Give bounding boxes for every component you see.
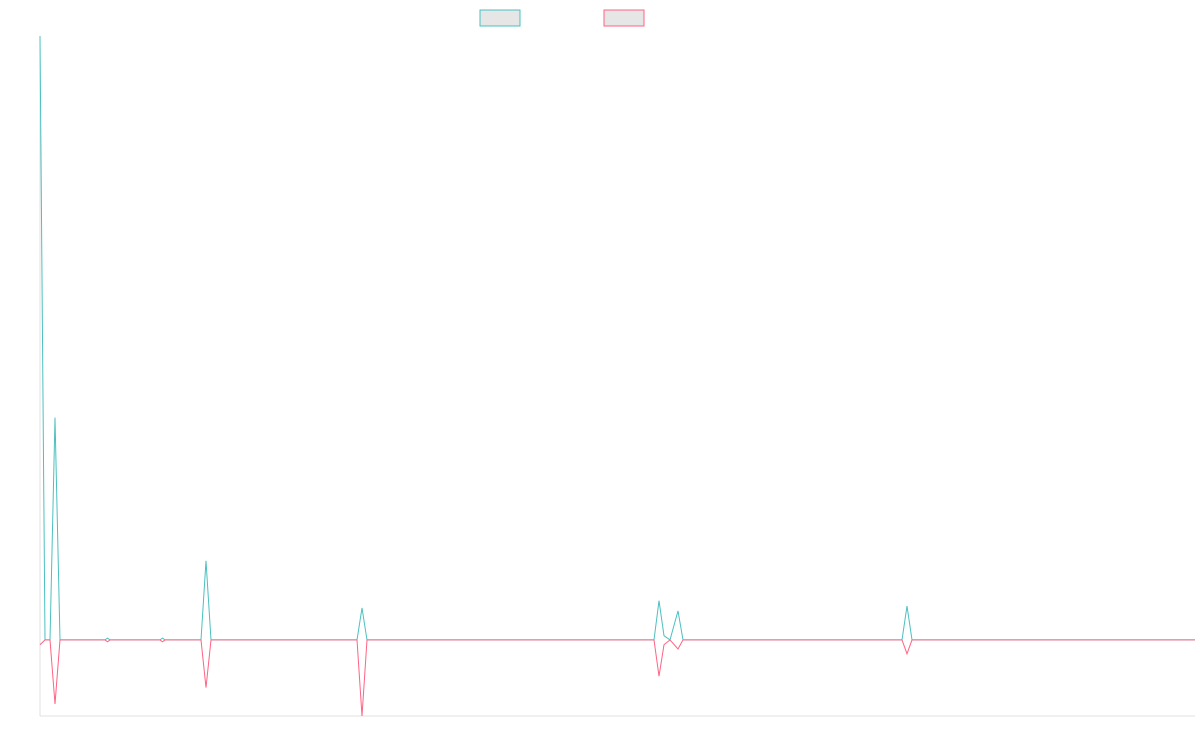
legend-swatch <box>603 9 645 27</box>
series-line <box>39 639 1195 717</box>
legend-swatch <box>479 9 521 27</box>
series-line <box>39 35 1195 641</box>
